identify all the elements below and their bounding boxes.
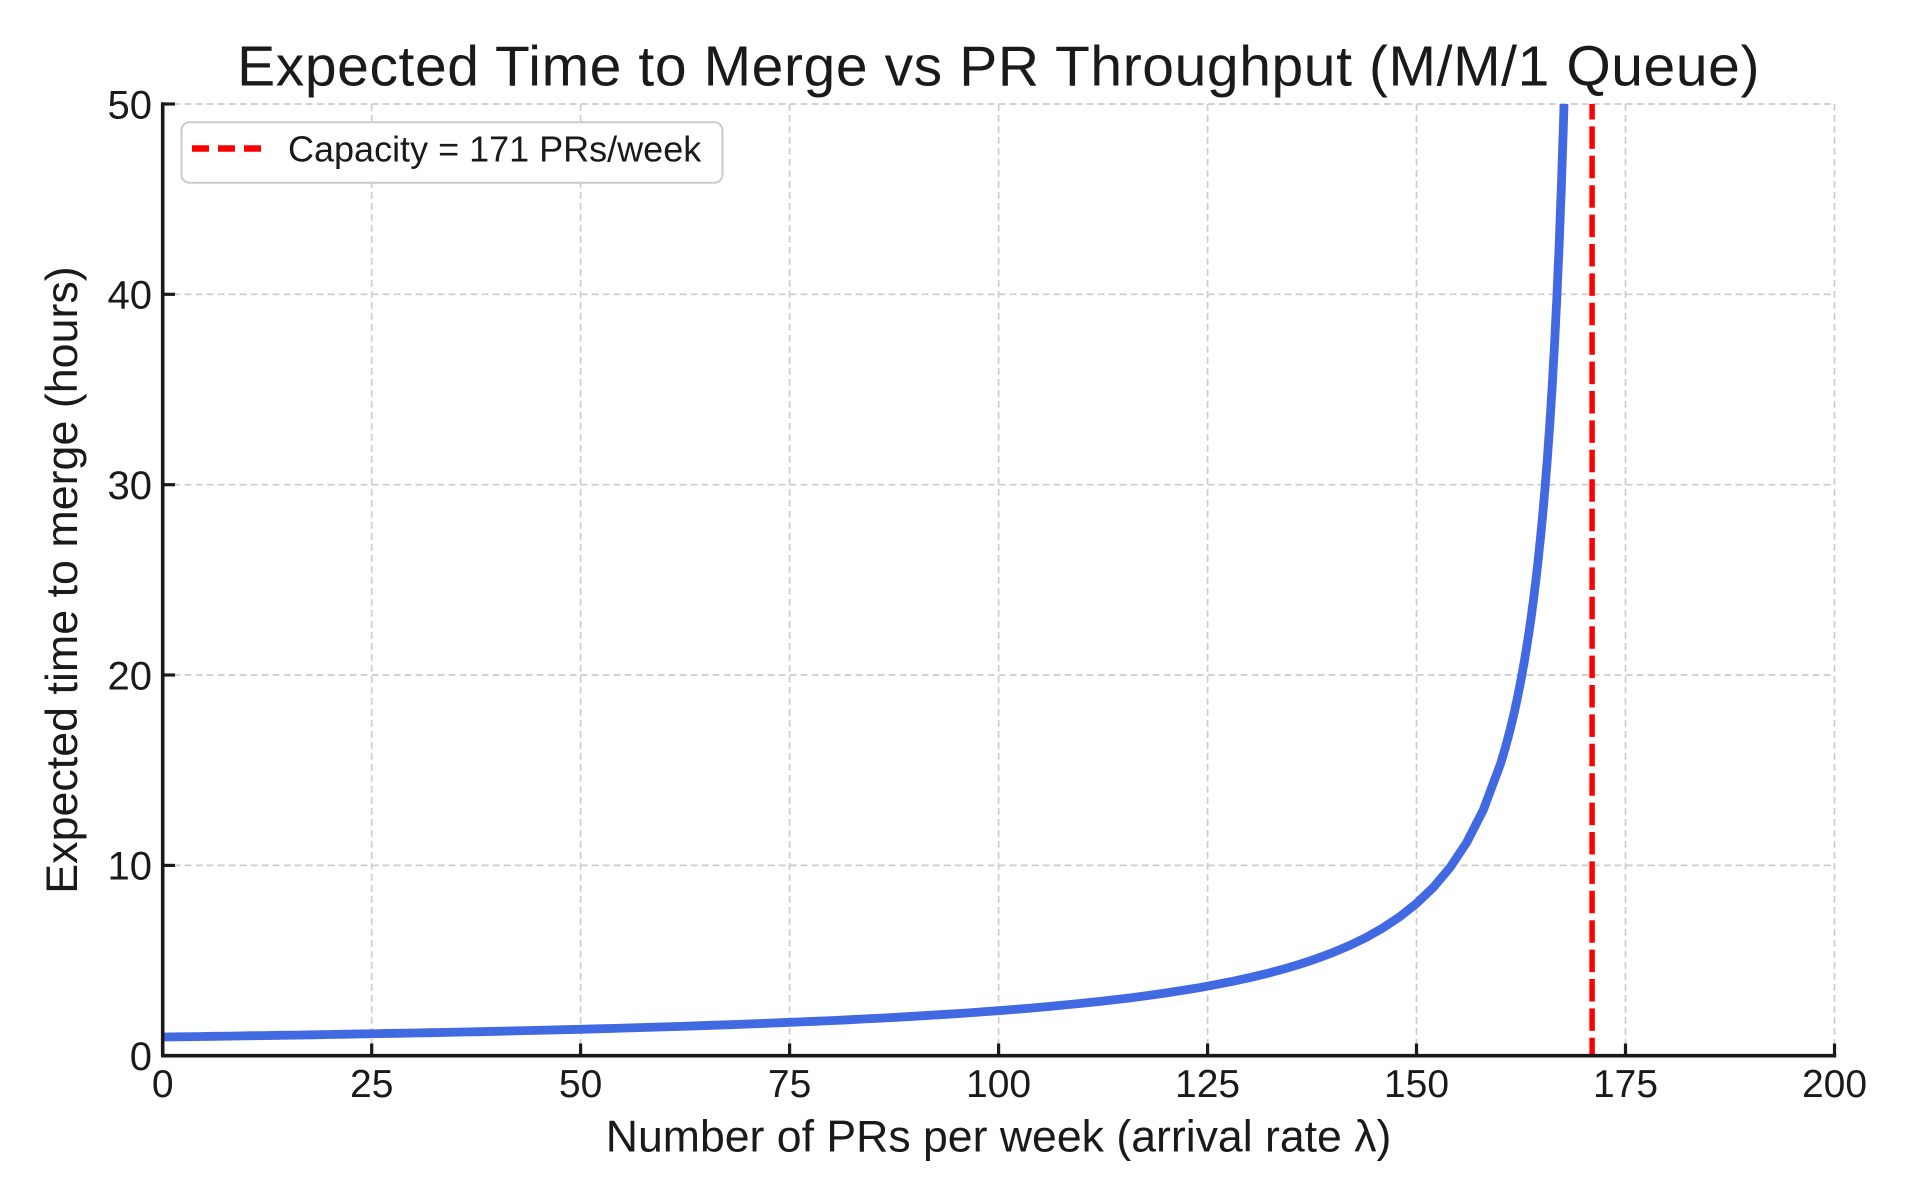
- svg-text:40: 40: [108, 274, 153, 318]
- svg-text:175: 175: [1593, 1063, 1658, 1106]
- svg-text:Expected Time to Merge vs PR T: Expected Time to Merge vs PR Throughput …: [237, 35, 1760, 99]
- svg-text:0: 0: [130, 1035, 152, 1079]
- svg-text:50: 50: [559, 1063, 602, 1106]
- svg-text:20: 20: [108, 654, 153, 698]
- svg-text:0: 0: [152, 1063, 174, 1106]
- svg-text:30: 30: [108, 464, 153, 508]
- svg-text:125: 125: [1175, 1063, 1240, 1106]
- svg-text:Number of PRs per week (arriva: Number of PRs per week (arrival rate λ): [606, 1113, 1392, 1162]
- svg-text:50: 50: [108, 83, 153, 127]
- svg-text:10: 10: [108, 845, 153, 889]
- svg-text:25: 25: [350, 1063, 393, 1106]
- svg-text:150: 150: [1384, 1063, 1449, 1106]
- svg-text:Expected time to merge (hours): Expected time to merge (hours): [37, 266, 87, 893]
- svg-text:75: 75: [768, 1063, 811, 1106]
- svg-text:Capacity = 171 PRs/week: Capacity = 171 PRs/week: [288, 129, 702, 170]
- svg-text:100: 100: [966, 1063, 1031, 1106]
- svg-text:200: 200: [1802, 1063, 1867, 1106]
